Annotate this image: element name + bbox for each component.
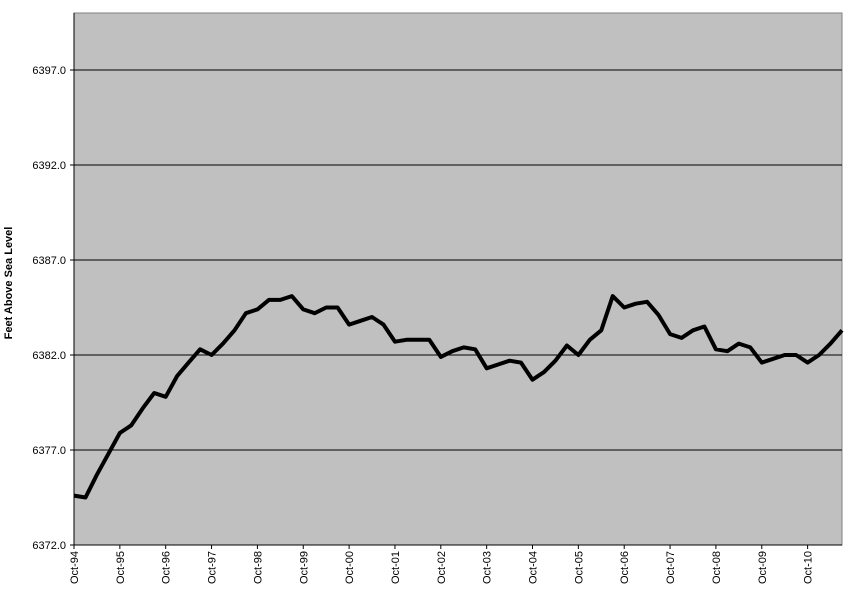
x-tick-label: Oct-04 xyxy=(528,551,540,584)
data-line xyxy=(73,294,844,500)
y-tick-label: 6387.0 xyxy=(32,255,66,267)
y-tick-label: 6397.0 xyxy=(32,65,66,77)
x-tick-label: Oct-95 xyxy=(115,551,127,584)
x-tick-label: Oct-00 xyxy=(344,551,356,584)
x-tick-label: Oct-01 xyxy=(390,551,402,584)
y-axis-title: Feet Above Sea Level xyxy=(3,227,15,340)
y-tick-label: 6392.0 xyxy=(32,160,66,172)
y-tick-label: 6382.0 xyxy=(32,350,66,362)
y-tick-label: 6372.0 xyxy=(32,540,66,552)
x-tick-label: Oct-07 xyxy=(665,551,677,584)
x-tick-label: Oct-97 xyxy=(207,551,219,584)
x-tick-label: Oct-06 xyxy=(619,551,631,584)
x-tick-label: Oct-10 xyxy=(803,551,815,584)
x-tick-label: Oct-03 xyxy=(482,551,494,584)
x-tick-label: Oct-96 xyxy=(161,551,173,584)
x-tick-label: Oct-05 xyxy=(573,551,585,584)
x-tick-label: Oct-99 xyxy=(298,551,310,584)
x-tick-label: Oct-08 xyxy=(711,551,723,584)
x-tick-label: Oct-94 xyxy=(69,551,81,584)
y-tick-label: 6377.0 xyxy=(32,445,66,457)
x-tick-label: Oct-98 xyxy=(252,551,264,584)
plot-area xyxy=(73,12,843,546)
x-tick-label: Oct-09 xyxy=(757,551,769,584)
x-tick-label: Oct-02 xyxy=(436,551,448,584)
